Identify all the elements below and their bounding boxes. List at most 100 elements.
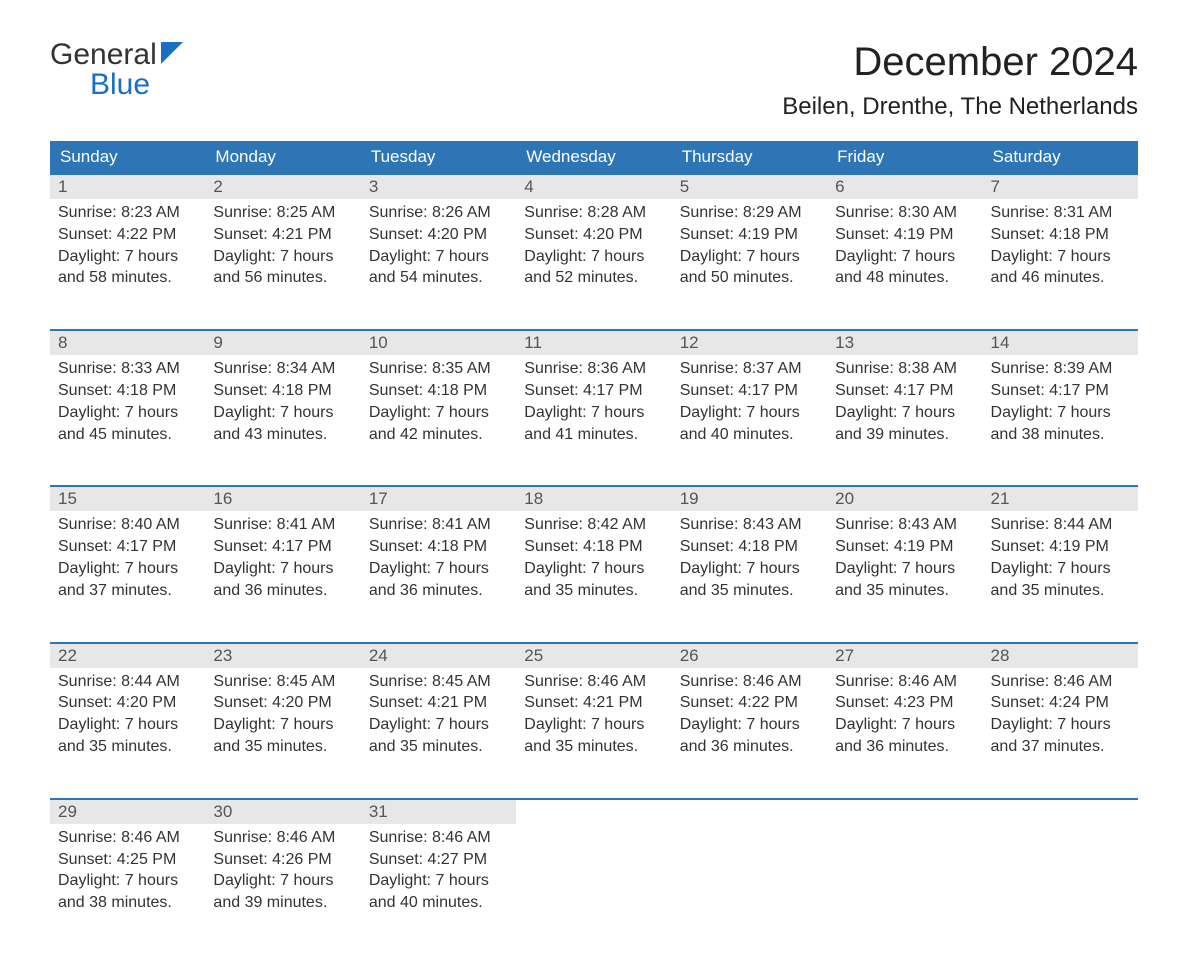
month-title: December 2024 xyxy=(782,40,1138,85)
daylight-text: Daylight: 7 hours xyxy=(835,715,974,736)
daynum-row: 15161718192021 xyxy=(50,486,1138,511)
day-number: 6 xyxy=(827,174,982,199)
day-cell: Sunrise: 8:46 AMSunset: 4:22 PMDaylight:… xyxy=(672,668,827,779)
daylight-text: Daylight: 7 hours xyxy=(58,871,197,892)
sunset-text: Sunset: 4:19 PM xyxy=(835,225,974,246)
sunrise-text: Sunrise: 8:43 AM xyxy=(680,515,819,536)
week-spacer xyxy=(50,623,1138,643)
day-number: 24 xyxy=(361,643,516,668)
sunrise-text: Sunrise: 8:23 AM xyxy=(58,203,197,224)
day-number: 13 xyxy=(827,330,982,355)
daylight-text: Daylight: 7 hours xyxy=(213,871,352,892)
daylight-text: Daylight: 7 hours xyxy=(524,715,663,736)
week-spacer xyxy=(50,310,1138,330)
sunset-text: Sunset: 4:19 PM xyxy=(991,537,1130,558)
sunset-text: Sunset: 4:21 PM xyxy=(213,225,352,246)
daylight-text: Daylight: 7 hours xyxy=(58,403,197,424)
day-cell: Sunrise: 8:46 AMSunset: 4:27 PMDaylight:… xyxy=(361,824,516,935)
daylight-text: and 39 minutes. xyxy=(213,893,352,914)
daylight-text: and 50 minutes. xyxy=(680,268,819,289)
day-cell: Sunrise: 8:45 AMSunset: 4:21 PMDaylight:… xyxy=(361,668,516,779)
day-cell: Sunrise: 8:46 AMSunset: 4:26 PMDaylight:… xyxy=(205,824,360,935)
sunset-text: Sunset: 4:18 PM xyxy=(991,225,1130,246)
sunrise-text: Sunrise: 8:34 AM xyxy=(213,359,352,380)
day-cell: Sunrise: 8:46 AMSunset: 4:25 PMDaylight:… xyxy=(50,824,205,935)
daylight-text: and 43 minutes. xyxy=(213,425,352,446)
sunset-text: Sunset: 4:17 PM xyxy=(524,381,663,402)
day-cell: Sunrise: 8:26 AMSunset: 4:20 PMDaylight:… xyxy=(361,199,516,310)
daylight-text: Daylight: 7 hours xyxy=(213,247,352,268)
daybody-row: Sunrise: 8:40 AMSunset: 4:17 PMDaylight:… xyxy=(50,511,1138,622)
daynum-row: 1234567 xyxy=(50,174,1138,199)
day-number: 5 xyxy=(672,174,827,199)
day-number: 14 xyxy=(983,330,1138,355)
daylight-text: and 46 minutes. xyxy=(991,268,1130,289)
sunset-text: Sunset: 4:20 PM xyxy=(524,225,663,246)
day-cell: Sunrise: 8:34 AMSunset: 4:18 PMDaylight:… xyxy=(205,355,360,466)
daylight-text: Daylight: 7 hours xyxy=(835,559,974,580)
day-number xyxy=(983,799,1138,824)
day-cell: Sunrise: 8:46 AMSunset: 4:24 PMDaylight:… xyxy=(983,668,1138,779)
title-block: December 2024 Beilen, Drenthe, The Nethe… xyxy=(782,40,1138,121)
day-number: 30 xyxy=(205,799,360,824)
sunset-text: Sunset: 4:20 PM xyxy=(213,693,352,714)
sunrise-text: Sunrise: 8:25 AM xyxy=(213,203,352,224)
day-number: 10 xyxy=(361,330,516,355)
daylight-text: and 40 minutes. xyxy=(680,425,819,446)
sunrise-text: Sunrise: 8:28 AM xyxy=(524,203,663,224)
day-number xyxy=(827,799,982,824)
sunset-text: Sunset: 4:26 PM xyxy=(213,850,352,871)
daylight-text: and 41 minutes. xyxy=(524,425,663,446)
day-number: 21 xyxy=(983,486,1138,511)
day-cell: Sunrise: 8:29 AMSunset: 4:19 PMDaylight:… xyxy=(672,199,827,310)
dayname-header: Monday xyxy=(205,141,360,174)
sunrise-text: Sunrise: 8:46 AM xyxy=(835,672,974,693)
daylight-text: Daylight: 7 hours xyxy=(524,559,663,580)
dayname-header: Sunday xyxy=(50,141,205,174)
header: General Blue December 2024 Beilen, Drent… xyxy=(50,40,1138,121)
daylight-text: Daylight: 7 hours xyxy=(835,403,974,424)
dayname-row: SundayMondayTuesdayWednesdayThursdayFrid… xyxy=(50,141,1138,174)
daylight-text: and 58 minutes. xyxy=(58,268,197,289)
day-number: 28 xyxy=(983,643,1138,668)
sunset-text: Sunset: 4:21 PM xyxy=(524,693,663,714)
daylight-text: Daylight: 7 hours xyxy=(991,559,1130,580)
day-cell: Sunrise: 8:30 AMSunset: 4:19 PMDaylight:… xyxy=(827,199,982,310)
daylight-text: and 36 minutes. xyxy=(835,737,974,758)
daylight-text: Daylight: 7 hours xyxy=(680,559,819,580)
day-number: 12 xyxy=(672,330,827,355)
day-cell: Sunrise: 8:36 AMSunset: 4:17 PMDaylight:… xyxy=(516,355,671,466)
day-cell: Sunrise: 8:46 AMSunset: 4:23 PMDaylight:… xyxy=(827,668,982,779)
logo-line1: General xyxy=(50,40,157,70)
day-number: 22 xyxy=(50,643,205,668)
sunrise-text: Sunrise: 8:42 AM xyxy=(524,515,663,536)
daylight-text: and 35 minutes. xyxy=(524,737,663,758)
daynum-row: 891011121314 xyxy=(50,330,1138,355)
daylight-text: Daylight: 7 hours xyxy=(835,247,974,268)
daynum-row: 293031 xyxy=(50,799,1138,824)
daylight-text: and 54 minutes. xyxy=(369,268,508,289)
sunrise-text: Sunrise: 8:46 AM xyxy=(369,828,508,849)
sunset-text: Sunset: 4:22 PM xyxy=(58,225,197,246)
day-number xyxy=(672,799,827,824)
sunset-text: Sunset: 4:17 PM xyxy=(680,381,819,402)
sunset-text: Sunset: 4:25 PM xyxy=(58,850,197,871)
day-number: 17 xyxy=(361,486,516,511)
day-cell: Sunrise: 8:31 AMSunset: 4:18 PMDaylight:… xyxy=(983,199,1138,310)
day-cell: Sunrise: 8:45 AMSunset: 4:20 PMDaylight:… xyxy=(205,668,360,779)
dayname-header: Thursday xyxy=(672,141,827,174)
sunset-text: Sunset: 4:20 PM xyxy=(58,693,197,714)
dayname-header: Tuesday xyxy=(361,141,516,174)
day-number: 2 xyxy=(205,174,360,199)
sunrise-text: Sunrise: 8:44 AM xyxy=(58,672,197,693)
daylight-text: Daylight: 7 hours xyxy=(991,247,1130,268)
week-spacer xyxy=(50,466,1138,486)
sunrise-text: Sunrise: 8:26 AM xyxy=(369,203,508,224)
day-cell: Sunrise: 8:33 AMSunset: 4:18 PMDaylight:… xyxy=(50,355,205,466)
day-number: 8 xyxy=(50,330,205,355)
logo: General Blue xyxy=(50,40,189,100)
daylight-text: Daylight: 7 hours xyxy=(524,247,663,268)
sunset-text: Sunset: 4:24 PM xyxy=(991,693,1130,714)
daylight-text: Daylight: 7 hours xyxy=(991,403,1130,424)
sunset-text: Sunset: 4:17 PM xyxy=(213,537,352,558)
